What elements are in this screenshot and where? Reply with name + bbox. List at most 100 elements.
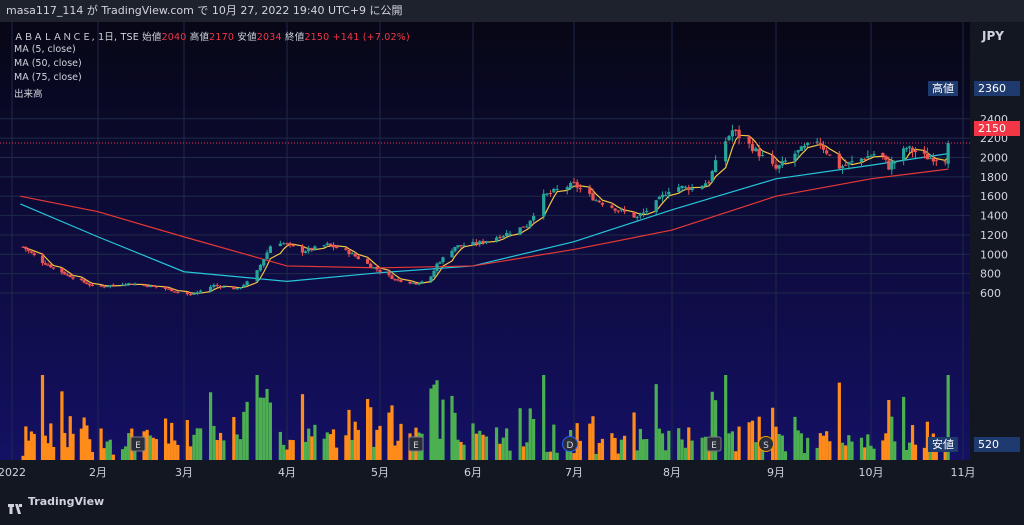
tradingview-logo-text[interactable]: TradingView xyxy=(28,495,105,508)
volume-bar xyxy=(780,435,784,460)
volume-bar xyxy=(27,440,31,460)
candle-body xyxy=(300,245,305,253)
volume-bar xyxy=(881,440,885,460)
volume-bar xyxy=(356,429,360,460)
time-axis-bg[interactable] xyxy=(0,460,1024,488)
candle-body xyxy=(498,236,502,239)
volume-bar xyxy=(734,451,738,460)
volume-bar xyxy=(528,408,532,460)
volume-bar xyxy=(777,434,781,460)
y-tick-label: 1800 xyxy=(980,171,1008,184)
volume-bar xyxy=(724,375,728,460)
currency-label[interactable]: JPY xyxy=(982,29,1004,43)
legend-exchange: TSE xyxy=(120,32,139,43)
candle-body xyxy=(931,157,935,162)
candle-body xyxy=(459,245,463,247)
candle-body xyxy=(654,200,658,213)
volume-bar xyxy=(265,388,269,460)
x-tick-label: 7月 xyxy=(565,466,583,479)
indicator-ma5[interactable]: MA (5, close) xyxy=(14,44,76,55)
volume-bar xyxy=(793,416,797,460)
indicator-volume[interactable]: 出来高 xyxy=(14,89,43,100)
candle-body xyxy=(151,285,155,287)
candle-body xyxy=(521,226,526,228)
high-tag-label: 高値 xyxy=(928,81,958,96)
candle-body xyxy=(859,158,864,162)
legend-symbol: ＡＢＡＬＡＮＣＥ xyxy=(14,32,92,43)
x-tick-label: 3月 xyxy=(175,466,193,479)
volume-bar xyxy=(88,439,92,460)
candle-body xyxy=(105,286,109,288)
volume-bar xyxy=(258,397,263,460)
volume-bar xyxy=(29,431,34,460)
volume-bar xyxy=(288,439,292,460)
candle-body xyxy=(242,284,246,288)
legend-change: +141 (+7.02%) xyxy=(332,32,410,43)
symbol-legend[interactable]: ＡＢＡＬＡＮＣＥ, 1日, TSE 始値2040 高値2170 安値2034 終… xyxy=(14,32,410,43)
candle-body xyxy=(796,150,800,153)
candle-body xyxy=(905,148,909,150)
indicator-ma50[interactable]: MA (50, close) xyxy=(14,58,82,69)
volume-bar xyxy=(710,391,714,460)
candle-body xyxy=(313,246,317,250)
marker-label: S xyxy=(763,441,769,451)
volume-bar xyxy=(242,411,246,460)
candle-body xyxy=(163,286,168,289)
candle-body xyxy=(390,275,394,280)
candle-body xyxy=(863,158,867,160)
volume-bar xyxy=(687,427,691,460)
legend-open-label: 始値 xyxy=(142,32,162,43)
volume-bar xyxy=(928,446,932,460)
candle-body xyxy=(111,284,115,286)
time-axis: 2022 2月 3月 4月 5月 6月 7月 8月 9月 10月 11月 xyxy=(0,466,976,479)
volume-bar xyxy=(285,449,289,460)
volume-bar xyxy=(542,375,546,460)
legend-open-value: 2040 xyxy=(161,32,187,43)
volume-bar xyxy=(683,447,688,460)
volume-bar xyxy=(474,433,478,460)
candle-body xyxy=(344,248,348,250)
candle-body xyxy=(133,284,137,286)
candle-body xyxy=(372,267,376,269)
volume-bar xyxy=(325,432,329,460)
volume-bar xyxy=(591,416,595,460)
candle-body xyxy=(727,136,731,141)
candle-body xyxy=(238,287,243,289)
candle-body xyxy=(714,160,718,173)
marker-label: E xyxy=(711,441,717,451)
candle-body xyxy=(818,142,822,146)
candle-body xyxy=(85,282,89,285)
candle-body xyxy=(124,284,128,286)
volume-bar xyxy=(79,428,83,460)
candle-body xyxy=(622,210,627,212)
volume-bar xyxy=(727,433,731,460)
candle-body xyxy=(432,270,436,277)
volume-bar xyxy=(390,405,394,460)
indicator-ma75[interactable]: MA (75, close) xyxy=(14,72,82,83)
tradingview-logo-icon[interactable] xyxy=(8,497,24,514)
volume-bar xyxy=(548,451,553,460)
candle-body xyxy=(847,162,851,165)
candle-body xyxy=(518,227,522,235)
volume-bar xyxy=(148,435,152,460)
volume-bar xyxy=(199,428,203,460)
candle-body xyxy=(399,280,403,282)
volume-bar xyxy=(521,446,526,460)
volume-bar xyxy=(393,445,397,460)
candle-body xyxy=(750,144,755,152)
y-tick-label: 1000 xyxy=(980,248,1008,261)
candle-body xyxy=(501,235,505,238)
volume-bar xyxy=(660,433,665,460)
candle-body xyxy=(310,248,314,250)
volume-bar xyxy=(151,437,155,460)
volume-bar xyxy=(594,453,598,460)
volume-bar xyxy=(925,421,929,460)
volume-bar xyxy=(43,435,47,460)
volume-bar xyxy=(680,439,684,460)
volume-bar xyxy=(105,441,109,460)
x-tick-label: 2月 xyxy=(89,466,107,479)
volume-bar xyxy=(170,422,174,460)
candle-body xyxy=(417,283,421,285)
volume-bar xyxy=(622,435,627,460)
